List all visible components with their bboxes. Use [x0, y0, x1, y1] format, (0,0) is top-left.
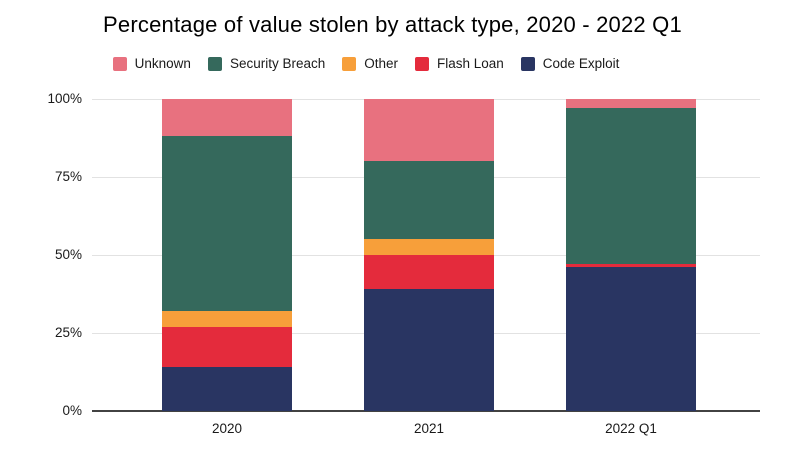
y-tick-label: 25% [54, 325, 82, 340]
legend-item-other: Other [342, 56, 398, 71]
segment-code-exploit-2022-q1 [566, 267, 696, 411]
bar-2020 [162, 99, 292, 411]
segment-unknown-2022-q1 [566, 99, 696, 109]
legend-swatch-icon [415, 56, 429, 71]
legend-item-code-exploit: Code Exploit [520, 56, 620, 71]
x-tick-label: 2022 Q1 [605, 421, 657, 436]
segment-flash-loan-2022-q1 [566, 264, 696, 268]
segment-other-2021 [364, 239, 494, 256]
legend-label: Other [364, 56, 398, 71]
segment-flash-loan-2020 [162, 326, 292, 368]
y-tick-label: 0% [62, 403, 82, 418]
legend-swatch-icon [112, 56, 127, 71]
legend-label: Code Exploit [542, 56, 620, 71]
legend-item-security-breach: Security Breach [207, 56, 326, 71]
segment-flash-loan-2021 [364, 255, 494, 290]
legend-swatch-icon [207, 56, 222, 71]
chart-legend: Unknown Security Breach Other Flash Loan Cod… [0, 56, 732, 71]
y-tick-label: 100% [47, 91, 82, 106]
x-axis-line [92, 410, 760, 412]
y-tick-label: 50% [54, 247, 82, 262]
segment-unknown-2020 [162, 99, 292, 137]
legend-label: Security Breach [229, 56, 326, 71]
legend-swatch-icon [342, 56, 357, 71]
bar-2021 [364, 99, 494, 411]
segment-security-breach-2022-q1 [566, 108, 696, 265]
segment-other-2020 [162, 311, 292, 327]
legend-swatch-icon [520, 56, 535, 71]
plot-area: 100% 75% 50% 25% 0% 2020 2021 2022 Q1 [47, 92, 760, 436]
segment-unknown-2021 [364, 99, 494, 162]
y-tick-label: 75% [54, 169, 82, 184]
chart-title: Percentage of value stolen by attack typ… [103, 12, 682, 37]
segment-security-breach-2021 [364, 161, 494, 240]
segment-security-breach-2020 [162, 136, 292, 312]
segment-code-exploit-2020 [162, 367, 292, 411]
x-tick-label: 2021 [413, 421, 445, 436]
legend-label: Flash Loan [437, 56, 504, 71]
legend-item-unknown: Unknown [112, 56, 191, 71]
legend-item-flash-loan: Flash Loan [415, 56, 504, 71]
bar-2022-q1 [566, 99, 696, 411]
legend-label: Unknown [134, 56, 191, 71]
segment-code-exploit-2021 [364, 289, 494, 411]
x-tick-label: 2020 [211, 421, 243, 436]
